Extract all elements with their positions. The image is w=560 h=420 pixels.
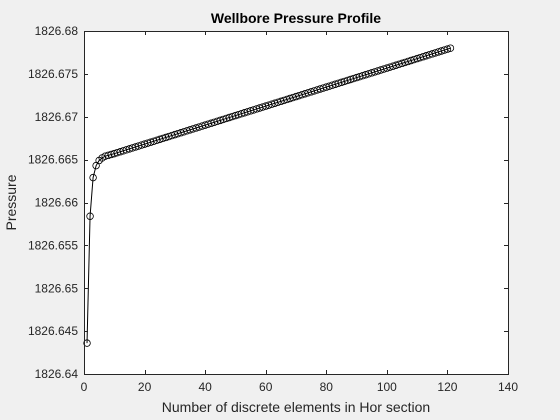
x-tick-label: 140 [498,380,518,394]
data-point [89,173,97,182]
data-point [86,212,94,220]
y-tick-label: 1826.66 [35,196,79,210]
x-tick-label: 40 [198,380,212,394]
plot-area [84,31,508,374]
y-tick-label: 1826.64 [35,367,79,381]
x-tick-label: 120 [437,380,457,394]
y-axis-ticks: 1826.64 1826.645 1826.65 1826.655 1826.66 182… [28,24,508,381]
data-point [443,45,452,53]
x-axis-label: Number of discrete elements in Hor secti… [162,399,430,415]
x-axis-ticks: 0 20 40 60 80 100 120 140 [81,31,518,394]
y-tick-label: 1826.68 [35,24,79,38]
y-tick-label: 1826.675 [28,67,78,81]
data-marks [83,44,455,347]
data-point [83,339,91,347]
data-point [446,44,455,52]
y-tick-label: 1826.67 [35,110,79,124]
y-axis-label: Pressure [3,174,19,230]
x-tick-label: 0 [81,380,88,394]
chart-title: Wellbore Pressure Profile [211,10,381,26]
y-tick-label: 1826.655 [28,238,78,252]
x-tick-label: 80 [320,380,334,394]
x-tick-label: 100 [377,380,397,394]
y-tick-label: 1826.65 [35,281,79,295]
y-tick-label: 1826.665 [28,153,78,167]
y-tick-label: 1826.645 [28,324,78,338]
x-tick-label: 60 [259,380,273,394]
x-tick-label: 20 [138,380,152,394]
